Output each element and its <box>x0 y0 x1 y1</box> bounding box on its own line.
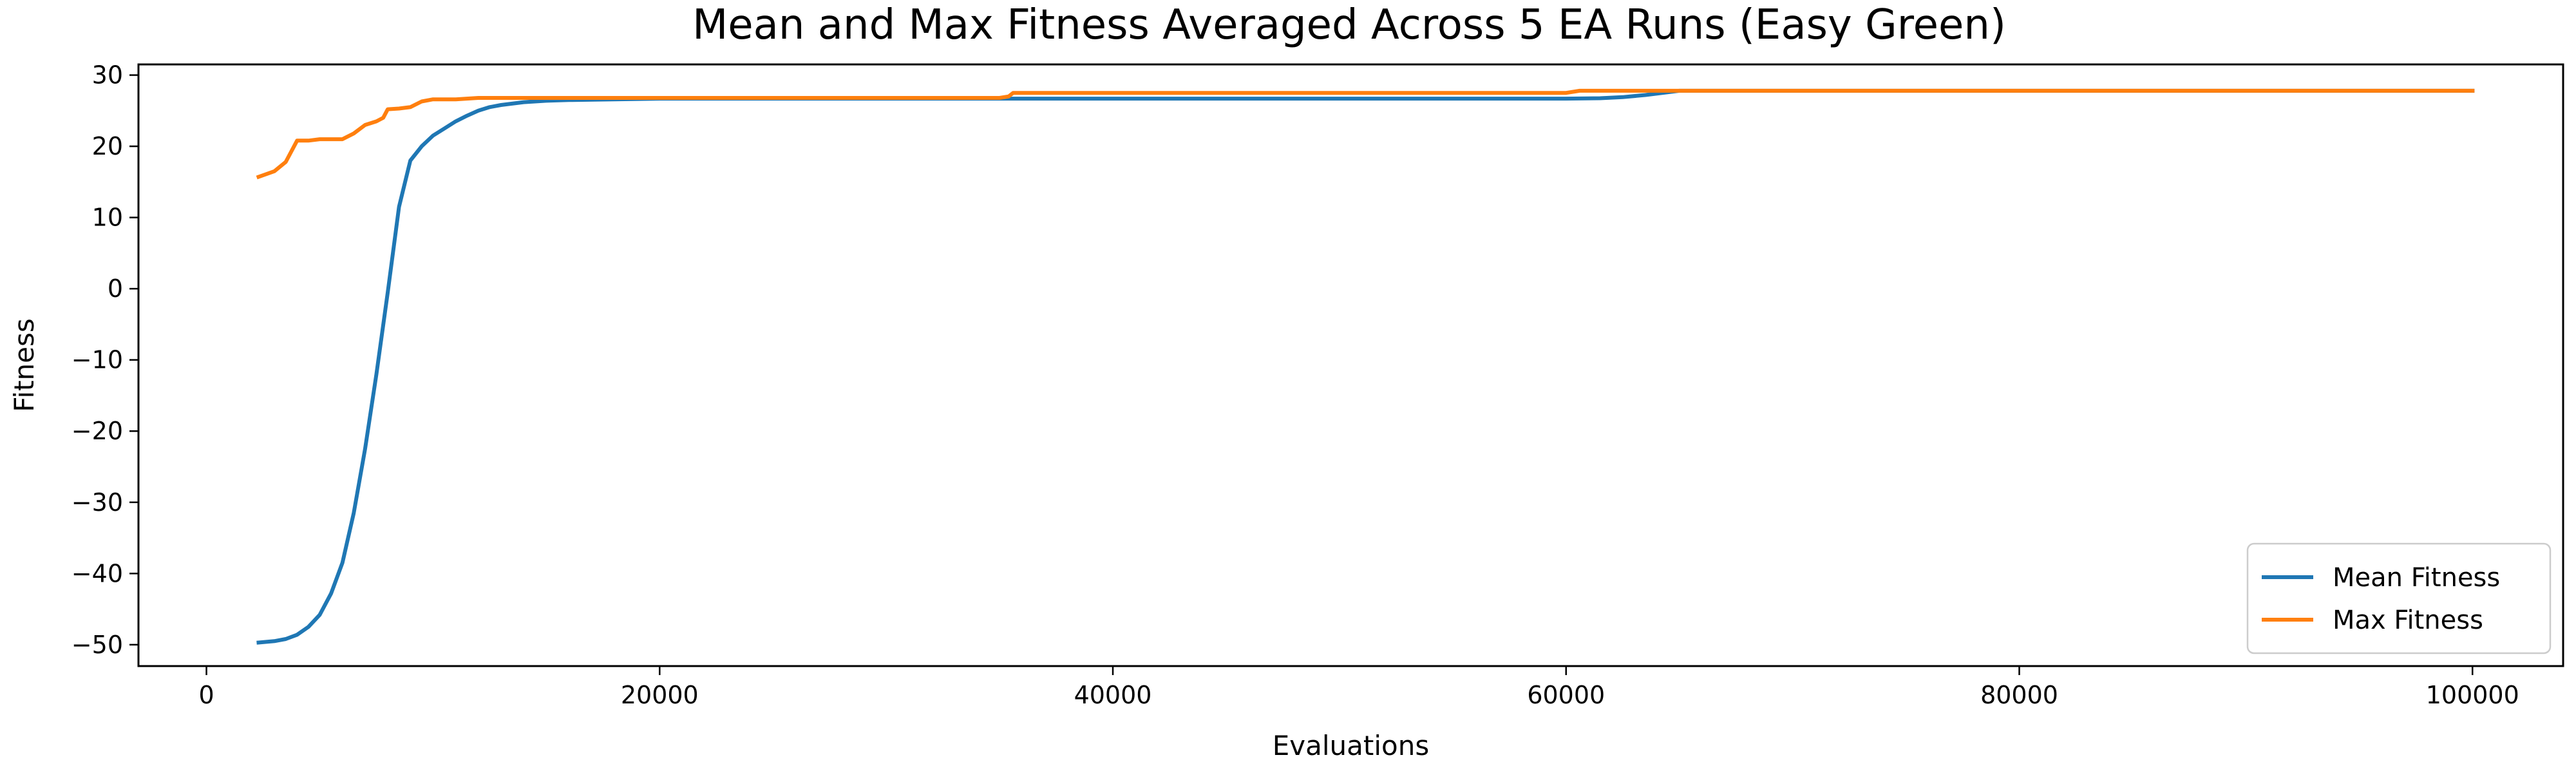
y-axis: 30 20 10 0 −10 −20 −30 −40 −50 <box>71 61 138 659</box>
x-tick-label: 0 <box>198 681 214 709</box>
series-line-max-fitness <box>256 88 2475 180</box>
x-tick-label: 100000 <box>2426 681 2519 709</box>
legend-label: Max Fitness <box>2333 606 2483 635</box>
y-tick-label: −10 <box>71 346 123 374</box>
x-axis: 0 20000 40000 60000 80000 100000 <box>198 666 2519 709</box>
y-tick-label: −40 <box>71 559 123 587</box>
x-tick-label: 20000 <box>621 681 699 709</box>
plot-area <box>137 63 2564 667</box>
y-tick-label: −50 <box>71 631 123 659</box>
x-axis-label: Evaluations <box>1273 730 1430 761</box>
legend-box <box>2246 542 2552 654</box>
x-tick-label: 40000 <box>1074 681 1152 709</box>
y-tick-label: 20 <box>92 132 123 160</box>
y-tick-label: 30 <box>92 61 123 90</box>
legend: Mean Fitness Max Fitness <box>2246 542 2552 654</box>
series-line-mean-fitness <box>256 88 2475 645</box>
legend-label: Mean Fitness <box>2333 563 2500 593</box>
y-tick-label: 10 <box>92 204 123 232</box>
chart-title: Mean and Max Fitness Averaged Across 5 E… <box>692 1 2006 49</box>
x-tick-label: 60000 <box>1527 681 1605 709</box>
series-layer <box>256 88 2475 645</box>
y-tick-label: −30 <box>71 488 123 517</box>
y-axis-label: Fitness <box>8 318 40 412</box>
x-tick-label: 80000 <box>1980 681 2058 709</box>
plot-frame <box>137 63 2564 667</box>
y-tick-label: 0 <box>108 274 123 303</box>
y-tick-label: −20 <box>71 417 123 445</box>
